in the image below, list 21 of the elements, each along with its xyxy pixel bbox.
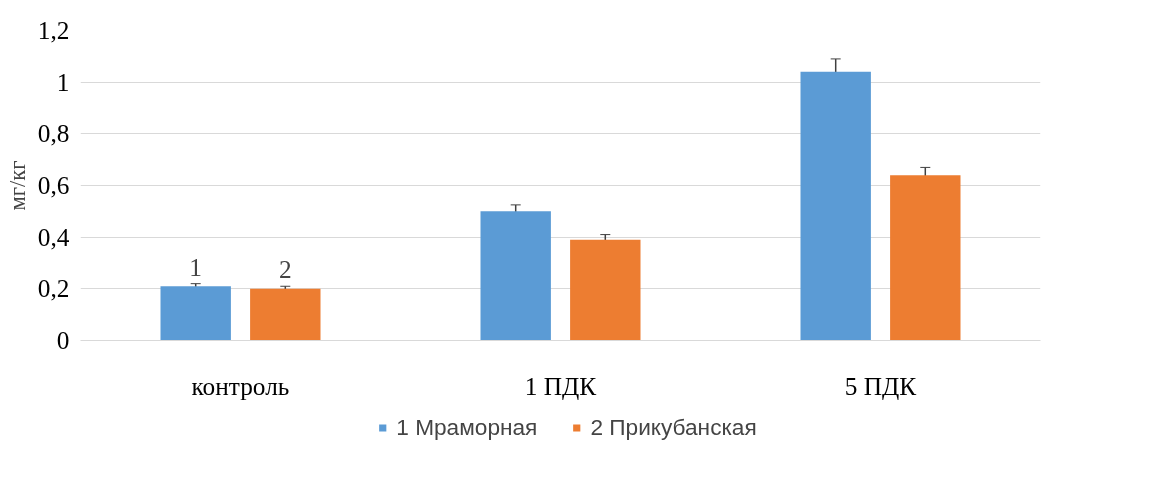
y-tick-label: 0,8 — [37, 119, 70, 148]
x-tick-label: 1 ПДК — [524, 371, 597, 400]
bar — [480, 211, 551, 341]
annotation: 1 — [189, 252, 203, 281]
bar — [800, 71, 871, 341]
y-tick-label: 1 — [56, 67, 70, 96]
x-tick-label: контроль — [191, 371, 290, 400]
bar — [570, 239, 641, 341]
y-tick-label: 0,4 — [37, 222, 70, 251]
y-axis-title: мг/кг — [4, 160, 30, 211]
y-tick-label: 0,6 — [37, 171, 70, 199]
legend-label: 2 Прикубанская — [590, 413, 757, 441]
bar — [890, 175, 961, 341]
bar — [250, 288, 321, 341]
y-tick-label: 0 — [56, 326, 70, 354]
y-tick-label: 0,2 — [37, 274, 70, 303]
legend-label: 1 Мраморная — [396, 413, 538, 441]
bar — [160, 286, 231, 341]
x-tick-label: 5 ПДК — [844, 371, 917, 400]
annotation: 2 — [278, 255, 292, 284]
y-tick-label: 1,2 — [37, 16, 70, 44]
